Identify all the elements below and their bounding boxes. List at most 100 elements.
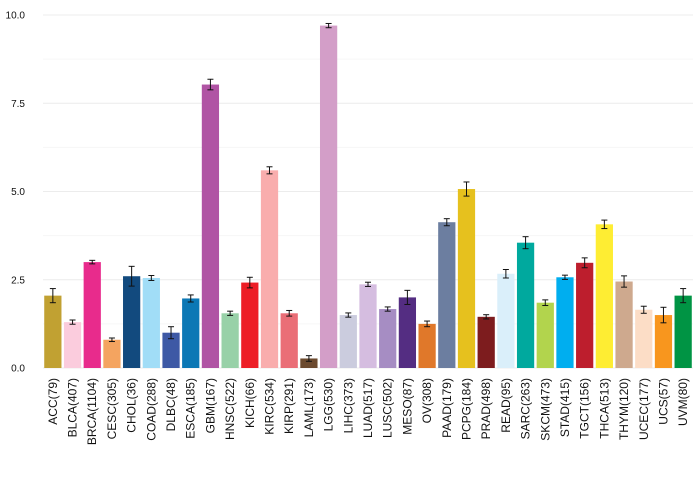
x-tick-label: PRAD(498) <box>479 378 493 439</box>
error-bar <box>522 236 529 250</box>
bar <box>300 358 318 368</box>
bar <box>103 339 121 368</box>
error-bar <box>108 337 115 343</box>
bar <box>654 315 673 368</box>
error-bar <box>660 306 667 324</box>
x-tick-label: TGCT(156) <box>578 378 592 439</box>
error-bar <box>542 299 549 307</box>
error-bar <box>128 265 135 287</box>
x-tick-label: READ(95) <box>499 378 513 433</box>
bar <box>438 222 456 368</box>
x-tick-label: ESCA(185) <box>184 378 198 439</box>
error-bar <box>463 181 470 197</box>
error-bar <box>345 312 352 318</box>
x-tick-label: LIHC(373) <box>341 378 355 433</box>
y-tick-label: 5.0 <box>11 187 25 198</box>
error-bars <box>49 22 687 362</box>
x-tick-label: KICH(66) <box>243 378 257 428</box>
x-tick-label: LGG(530) <box>322 378 336 431</box>
error-bar <box>404 289 411 305</box>
y-axis-ticks: 0.0 2.5 5.0 7.5 10.0 <box>6 11 26 375</box>
bar <box>477 316 495 368</box>
x-tick-label: CESC(305) <box>105 378 119 439</box>
bar <box>241 282 259 368</box>
x-tick-label: LUSC(502) <box>381 378 395 438</box>
bar <box>359 284 377 368</box>
error-bar <box>187 294 194 303</box>
bar <box>635 309 653 368</box>
error-bar <box>443 218 450 227</box>
error-bar <box>680 288 687 304</box>
x-tick-label: MESO(87) <box>400 378 414 435</box>
bar <box>536 302 554 368</box>
x-tick-label: UCEC(177) <box>637 378 651 440</box>
bar <box>63 322 82 368</box>
error-bar <box>384 306 391 312</box>
x-tick-label: SARC(263) <box>519 378 533 439</box>
error-bar <box>49 288 56 304</box>
bar <box>280 313 298 368</box>
x-tick-label: LAML(173) <box>302 378 316 437</box>
error-bar <box>69 319 76 325</box>
x-tick-label: ACC(79) <box>46 378 60 425</box>
error-bar <box>640 305 647 314</box>
x-axis-labels: ACC(79) BLCA(407) BRCA(1104) CESC(305) CHOL(… <box>46 378 690 445</box>
x-tick-label: SKCM(473) <box>538 378 552 441</box>
error-bar <box>246 276 253 289</box>
bar <box>516 242 535 368</box>
error-bar <box>502 269 509 279</box>
error-bar <box>621 275 628 288</box>
x-tick-label: OV(308) <box>420 378 434 423</box>
error-bar <box>601 219 608 230</box>
bar <box>182 298 200 368</box>
x-tick-label: GBM(167) <box>203 378 217 433</box>
y-tick-label: 10.0 <box>6 11 26 22</box>
bar <box>576 262 594 368</box>
bar <box>319 25 338 369</box>
error-bar <box>207 78 214 91</box>
x-tick-label: BRCA(1104) <box>85 378 99 445</box>
bar <box>83 262 101 368</box>
bar <box>123 276 141 368</box>
y-tick-label: 7.5 <box>11 99 25 110</box>
bar <box>201 84 220 368</box>
x-tick-label: THYM(120) <box>617 378 631 440</box>
x-tick-label: BLCA(407) <box>66 378 80 437</box>
error-bar <box>148 275 155 281</box>
x-tick-label: THCA(513) <box>597 378 611 439</box>
bar <box>379 309 397 368</box>
error-bar <box>581 257 588 269</box>
error-bar <box>424 320 431 328</box>
bar <box>162 332 180 368</box>
error-bar <box>305 355 312 362</box>
error-bar <box>561 274 568 280</box>
error-bar <box>89 259 96 265</box>
bar <box>418 323 436 368</box>
y-tick-label: 2.5 <box>11 275 25 286</box>
error-bar <box>325 22 332 29</box>
bar <box>44 295 62 368</box>
x-tick-label: PCPG(184) <box>459 378 473 440</box>
error-bar <box>227 310 234 316</box>
x-tick-label: PAAD(179) <box>440 378 454 438</box>
x-tick-label: KIRP(291) <box>282 378 296 434</box>
x-tick-label: DLBC(48) <box>164 378 178 431</box>
bar <box>221 313 239 368</box>
error-bar <box>365 281 371 287</box>
x-tick-label: KIRC(534) <box>263 378 277 435</box>
bar <box>398 297 417 368</box>
bar <box>497 273 515 368</box>
x-tick-label: LUAD(517) <box>361 378 375 438</box>
error-bar <box>266 166 273 175</box>
x-tick-label: STAD(415) <box>558 378 572 437</box>
bar <box>457 189 476 368</box>
x-tick-label: UVM(80) <box>676 378 690 426</box>
bar <box>339 315 357 368</box>
x-tick-label: UCS(57) <box>656 378 670 425</box>
bars <box>44 25 692 369</box>
error-bar <box>168 326 175 340</box>
bar <box>595 224 613 368</box>
y-tick-label: 0.0 <box>11 364 25 375</box>
error-bar <box>286 309 293 317</box>
